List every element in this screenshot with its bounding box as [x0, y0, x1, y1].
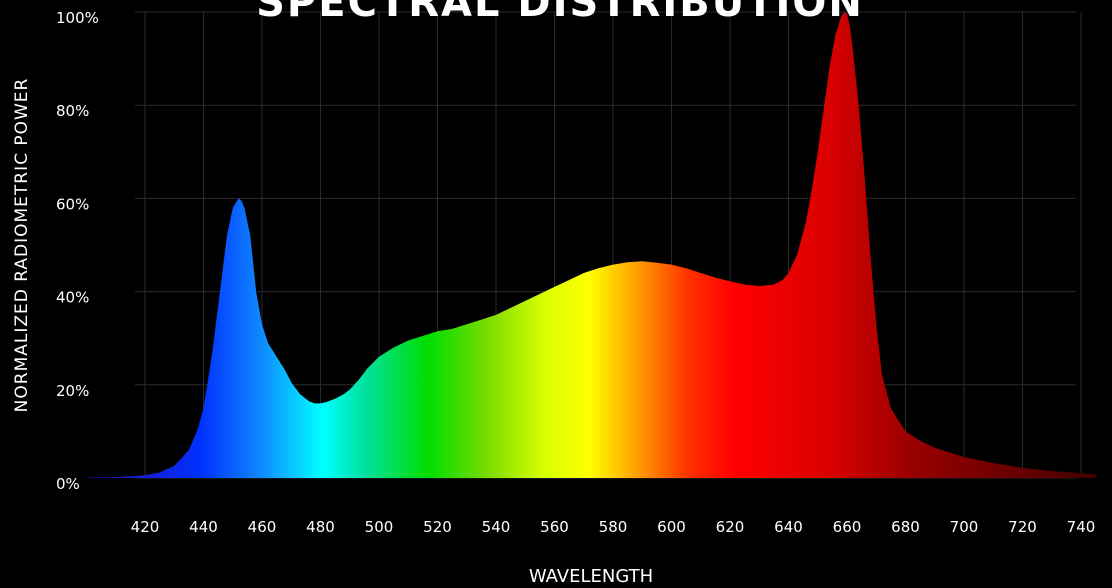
y-tick-label: 60% — [56, 195, 89, 213]
x-tick-label: 480 — [306, 518, 335, 536]
x-tick-label: 600 — [657, 518, 686, 536]
x-tick-label: 640 — [774, 518, 803, 536]
x-tick-label: 700 — [950, 518, 979, 536]
x-tick-label: 540 — [482, 518, 511, 536]
y-tick-label: 20% — [56, 382, 89, 400]
x-tick-label: 660 — [833, 518, 862, 536]
x-tick-label: 580 — [599, 518, 628, 536]
x-tick-label: 560 — [540, 518, 569, 536]
y-tick-label: 80% — [56, 102, 89, 120]
spectrum-area — [86, 12, 1096, 478]
x-tick-label: 420 — [131, 518, 160, 536]
x-tick-label: 500 — [365, 518, 394, 536]
y-tick-label: 0% — [56, 475, 80, 493]
x-tick-label: 440 — [189, 518, 218, 536]
x-axis-label: WAVELENGTH — [529, 566, 653, 587]
y-tick-label: 40% — [56, 289, 89, 307]
tick-labels: 420 440 460 480 500 520 540 560 580 600 620 640 660 6… — [56, 9, 1095, 536]
chart-title: SPECTRAL DISTRIBUTION — [256, 0, 864, 26]
x-tick-label: 620 — [716, 518, 745, 536]
x-tick-label: 680 — [891, 518, 920, 536]
y-tick-label: 100% — [56, 9, 99, 27]
x-tick-label: 740 — [1067, 518, 1096, 536]
x-tick-label: 460 — [248, 518, 277, 536]
y-axis-label: NORMALIZED RADIOMETRIC POWER — [12, 78, 32, 413]
x-tick-label: 520 — [423, 518, 452, 536]
x-tick-label: 720 — [1008, 518, 1037, 536]
